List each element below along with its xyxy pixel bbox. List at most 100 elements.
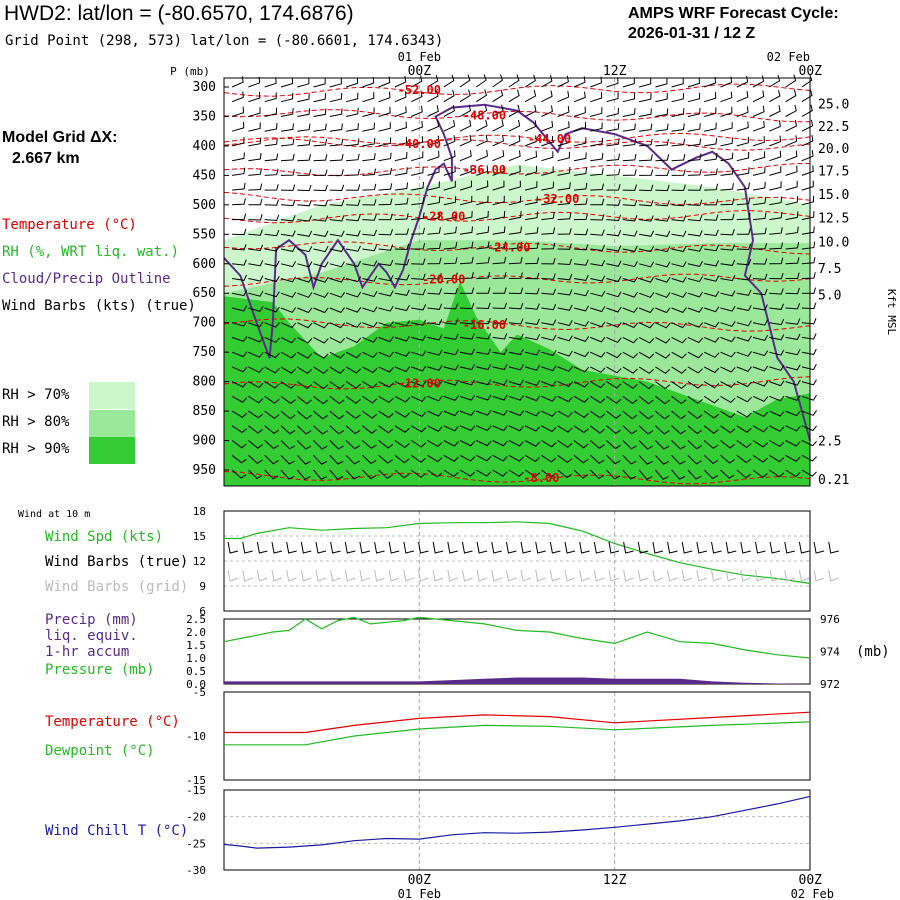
wind-barb — [427, 425, 443, 432]
wind-barb — [313, 246, 329, 253]
wind-barb — [671, 395, 687, 405]
wind-barb — [345, 276, 362, 283]
wind-barb — [541, 258, 556, 265]
wind-barb — [573, 152, 587, 162]
wind-barb — [508, 104, 520, 117]
temperature-panel — [223, 691, 811, 781]
wind-barb — [655, 154, 670, 162]
wind-barb — [248, 351, 264, 358]
wind-barb — [557, 75, 569, 88]
wind-barb — [394, 274, 410, 281]
wind-barb — [313, 322, 329, 329]
wind-barb — [801, 364, 817, 371]
wind-barb — [606, 260, 622, 267]
wind-barb — [492, 119, 504, 132]
wind-barb — [573, 395, 590, 403]
wind-barb — [378, 410, 394, 419]
wind-barb — [313, 93, 327, 103]
wind-barb-true — [623, 541, 634, 554]
wind-barb-grid — [711, 569, 722, 582]
wind-barb — [411, 136, 424, 147]
wind-barb — [411, 166, 424, 176]
wind-barb — [378, 290, 394, 297]
wind-barb — [248, 168, 262, 176]
wind-barb — [410, 395, 427, 402]
wind-barb — [622, 199, 638, 207]
wind-barb — [638, 395, 654, 405]
wind-tick-label: 15 — [193, 530, 206, 543]
wind-barb-grid — [579, 569, 590, 582]
wind-barb — [443, 379, 459, 386]
temperature-contour — [223, 109, 811, 123]
wind-barb — [687, 184, 702, 191]
wind-barb — [785, 395, 801, 402]
wind-barb — [622, 291, 638, 298]
wind-barb — [297, 336, 313, 344]
wind-barb-true — [256, 541, 268, 554]
wind-barb — [524, 364, 541, 371]
wind-barb — [313, 440, 328, 450]
wind-barb — [297, 246, 313, 253]
wind-barb — [541, 469, 557, 478]
wind-barb — [557, 228, 572, 235]
wind-barb — [411, 334, 427, 341]
wind-barb — [638, 410, 654, 420]
wind-barb — [590, 381, 606, 389]
wind-barb — [508, 150, 521, 162]
wind-barb — [346, 214, 361, 222]
wind-barb — [573, 454, 589, 464]
wind-tick-label: 18 — [193, 505, 206, 518]
wind-barb — [541, 440, 557, 448]
wind-barb — [297, 123, 311, 132]
wind-barb-grid — [623, 569, 634, 582]
wind-barb — [541, 350, 557, 356]
wind-barb — [296, 440, 312, 450]
wind-barb-true — [769, 541, 781, 554]
wind-barb — [801, 302, 817, 310]
wind-barbs-true-label: Wind Barbs (true) — [45, 554, 189, 570]
wind-barb — [606, 199, 621, 206]
wind-barb — [411, 288, 426, 296]
wind-barb — [622, 245, 638, 252]
wind-barb — [704, 92, 717, 103]
wind-barb — [704, 214, 719, 221]
forecast-cycle-label: AMPS WRF Forecast Cycle: — [628, 5, 839, 22]
wind-barb — [638, 77, 652, 88]
wind-barb — [492, 440, 508, 447]
wind-barb — [687, 107, 701, 117]
wind-barb — [508, 135, 521, 147]
wind-barb — [508, 272, 523, 279]
wind-barb — [801, 469, 817, 477]
wind-barb — [590, 137, 604, 147]
panel-border — [223, 618, 811, 685]
wind-barb — [411, 273, 426, 280]
wind-barb — [655, 230, 671, 237]
wind-barb — [557, 274, 573, 281]
wind-barb — [541, 75, 553, 88]
wind-barb — [801, 195, 815, 206]
wind-barb — [427, 150, 440, 162]
cloud-outline — [223, 103, 811, 441]
wind-barb — [801, 180, 814, 191]
wind-barb — [459, 195, 473, 206]
wind-barb — [346, 245, 361, 252]
wind-barb — [231, 91, 244, 103]
wind-barb — [801, 379, 817, 386]
wind-barb — [785, 211, 799, 221]
temperature-contour — [223, 471, 811, 485]
wind-barb — [378, 213, 393, 221]
wind-barb — [524, 440, 541, 447]
wind-barb-grid — [418, 569, 429, 582]
wind-barb — [622, 138, 637, 147]
wind-barb — [427, 257, 442, 265]
wind-barb — [346, 199, 361, 206]
wind-barb — [785, 104, 797, 117]
height-tick-label: 10.0 — [818, 236, 849, 251]
wind-barb — [443, 318, 459, 325]
wind-barb — [524, 150, 538, 162]
wind-barb — [378, 152, 392, 162]
wind-barb — [345, 381, 362, 389]
wind-barb — [362, 214, 377, 221]
wind-barb — [704, 245, 719, 252]
wind-barb — [345, 395, 361, 404]
